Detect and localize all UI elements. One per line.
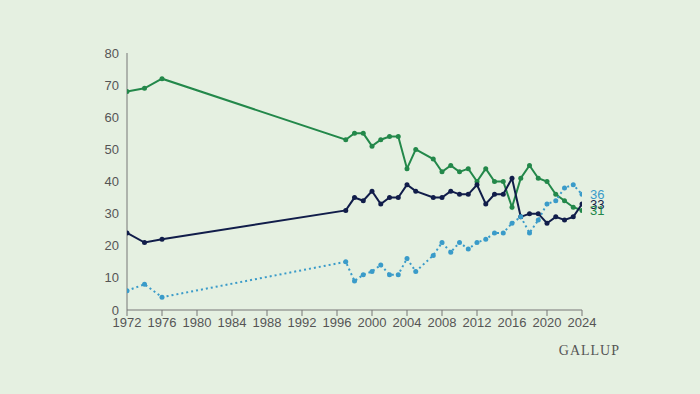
svg-text:1976: 1976	[148, 315, 177, 330]
svg-text:2020: 2020	[533, 315, 562, 330]
svg-text:80: 80	[105, 46, 119, 61]
svg-text:1988: 1988	[253, 315, 282, 330]
svg-text:2024: 2024	[568, 315, 597, 330]
svg-text:1996: 1996	[323, 315, 352, 330]
svg-text:70: 70	[105, 78, 119, 93]
svg-text:30: 30	[105, 206, 119, 221]
svg-text:20: 20	[105, 238, 119, 253]
svg-text:50: 50	[105, 142, 119, 157]
svg-text:2016: 2016	[498, 315, 527, 330]
svg-text:1992: 1992	[288, 315, 317, 330]
svg-text:1980: 1980	[183, 315, 212, 330]
svg-text:2004: 2004	[393, 315, 422, 330]
svg-text:1972: 1972	[112, 315, 142, 331]
svg-text:36: 36	[590, 187, 605, 202]
html-text:GALLUP: GALLUP	[558, 343, 620, 358]
svg-text:2000: 2000	[358, 315, 387, 330]
svg-text:10: 10	[105, 270, 119, 285]
svg-text:31: 31	[590, 203, 604, 218]
svg-text:0: 0	[112, 303, 119, 318]
svg-text:40: 40	[105, 174, 119, 189]
svg-text:2012: 2012	[463, 315, 492, 330]
svg-text:2008: 2008	[428, 315, 457, 330]
svg-text:60: 60	[105, 110, 119, 125]
svg-text:1984: 1984	[218, 315, 247, 330]
